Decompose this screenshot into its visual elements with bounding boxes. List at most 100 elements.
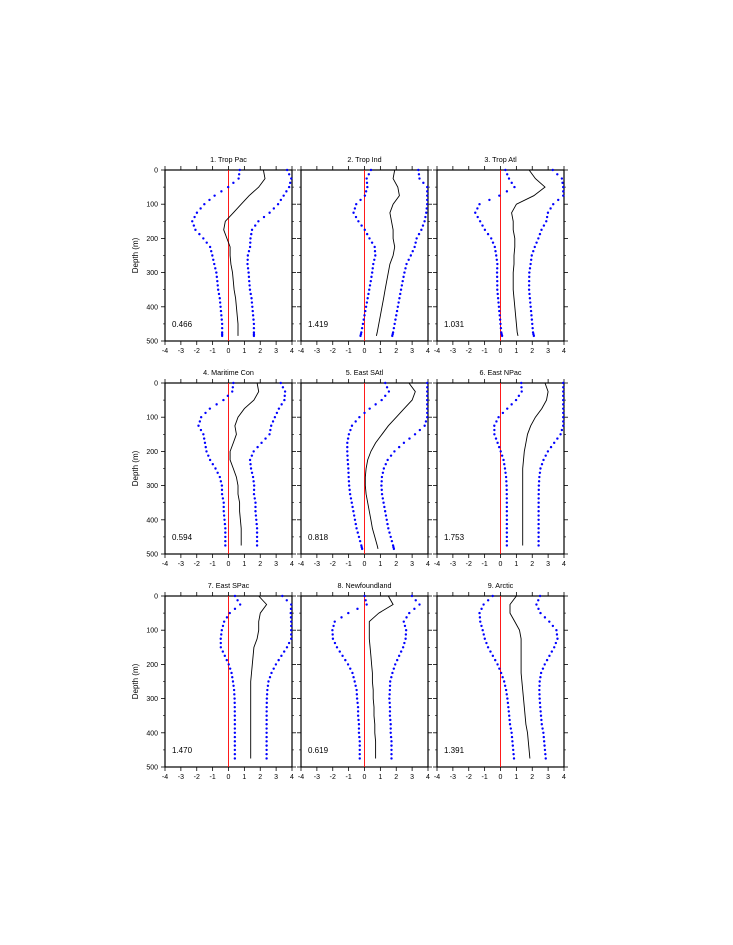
x-tick-label: 3 <box>274 774 278 781</box>
spread-low-point <box>355 527 358 530</box>
spread-low-point <box>219 305 222 308</box>
x-tick-label: 0 <box>363 561 367 568</box>
spread-low-point <box>358 416 361 419</box>
spread-high-point <box>388 714 392 717</box>
spread-low-point <box>514 398 518 402</box>
x-tick-label: 3 <box>546 774 550 781</box>
spread-low-point <box>238 603 242 606</box>
spread-high-point <box>265 752 268 756</box>
spread-high-point <box>265 731 268 734</box>
spread-high-point <box>389 723 392 726</box>
spread-low-point <box>365 603 368 606</box>
x-tick-label: 4 <box>426 774 430 781</box>
spread-high-point <box>288 181 292 185</box>
spread-low-point <box>346 663 350 666</box>
spread-high-point <box>527 288 531 291</box>
spread-low-point <box>505 480 508 483</box>
spread-high-point <box>249 241 252 244</box>
spread-low-point <box>491 241 495 244</box>
spread-high-point <box>528 267 532 270</box>
spread-high-point <box>290 603 293 606</box>
spread-high-point <box>537 535 540 539</box>
spread-low-point <box>499 322 502 326</box>
spread-low-point <box>350 501 353 504</box>
spread-low-point <box>495 254 498 257</box>
x-tick-label: -2 <box>466 348 472 355</box>
spread-high-point <box>394 318 397 321</box>
panel-6: 6. East NPac -4 -3 -2 -1 0 1 2 3 4 1.753 <box>433 368 568 568</box>
spread-high-point <box>391 671 394 675</box>
spread-low-point <box>208 458 212 462</box>
spread-high-point <box>403 641 406 645</box>
spread-low-point <box>351 505 354 509</box>
spread-low-point <box>220 326 224 330</box>
spread-high-point <box>255 539 259 543</box>
spread-low-point <box>347 484 351 487</box>
spread-low-point <box>354 684 357 687</box>
spread-low-point <box>384 381 387 385</box>
spread-low-point <box>476 215 479 219</box>
y-tick-label: 400 <box>146 304 158 311</box>
spread-high-point <box>537 539 540 543</box>
spread-high-point <box>537 237 540 240</box>
spread-high-point <box>397 301 400 304</box>
spread-low-point <box>363 411 366 415</box>
spread-high-point <box>529 262 532 266</box>
spread-low-point <box>220 322 224 326</box>
spread-high-point <box>426 390 429 393</box>
spread-high-point <box>250 471 254 474</box>
spread-low-point <box>486 646 490 649</box>
spread-low-point <box>503 684 507 687</box>
spread-low-point <box>354 420 357 423</box>
spread-high-point <box>251 475 255 479</box>
panel-title: 2. Trop Ind <box>347 155 381 164</box>
spread-high-point <box>394 663 397 666</box>
spread-high-point <box>252 331 256 334</box>
spread-low-point <box>497 305 501 308</box>
spread-high-point <box>283 398 286 402</box>
spread-high-point <box>395 658 399 662</box>
spread-low-point <box>510 403 513 406</box>
spread-low-point <box>346 450 349 453</box>
spread-high-point <box>248 245 252 249</box>
x-tick-label: -4 <box>162 561 168 568</box>
spread-low-point <box>232 684 235 687</box>
spread-high-point <box>426 203 429 206</box>
spread-low-point <box>226 394 230 398</box>
spread-low-point <box>364 190 368 193</box>
x-tick-label: -1 <box>210 561 216 568</box>
spread-low-point <box>486 232 490 236</box>
spread-low-point <box>223 518 226 521</box>
panel-value: 1.753 <box>444 533 465 542</box>
spread-low-point <box>510 181 513 185</box>
x-tick-label: 3 <box>546 348 550 355</box>
spread-high-point <box>252 322 256 326</box>
spread-low-point <box>364 309 367 313</box>
spread-high-point <box>388 705 392 709</box>
spread-low-point <box>507 705 510 709</box>
spread-low-point <box>502 680 506 683</box>
spread-high-point <box>538 697 541 700</box>
panel-8: 8. Newfoundland -4 -3 -2 -1 0 1 2 3 4 0.619 <box>297 581 432 781</box>
spread-high-point <box>384 514 388 517</box>
spread-high-point <box>551 168 554 172</box>
spread-low-point <box>219 641 222 645</box>
spread-low-point <box>233 718 237 722</box>
spread-high-point <box>397 445 401 449</box>
spread-low-point <box>363 594 366 598</box>
spread-low-point <box>360 547 364 551</box>
panel-3: 3. Trop Atl -4 -3 -2 -1 0 1 2 3 4 1.031 <box>433 155 568 355</box>
spread-low-point <box>221 650 225 653</box>
spread-high-point <box>417 168 420 172</box>
spread-low-point <box>493 658 497 662</box>
spread-low-point <box>511 744 515 747</box>
spread-low-point <box>505 514 509 517</box>
spread-low-point <box>233 705 236 709</box>
spread-high-point <box>265 701 268 705</box>
spread-low-point <box>490 237 493 240</box>
spread-high-point <box>404 629 408 632</box>
spread-low-point <box>513 185 516 189</box>
spread-low-point <box>222 510 225 513</box>
spread-low-point <box>509 727 513 730</box>
x-tick-label: -3 <box>450 774 456 781</box>
